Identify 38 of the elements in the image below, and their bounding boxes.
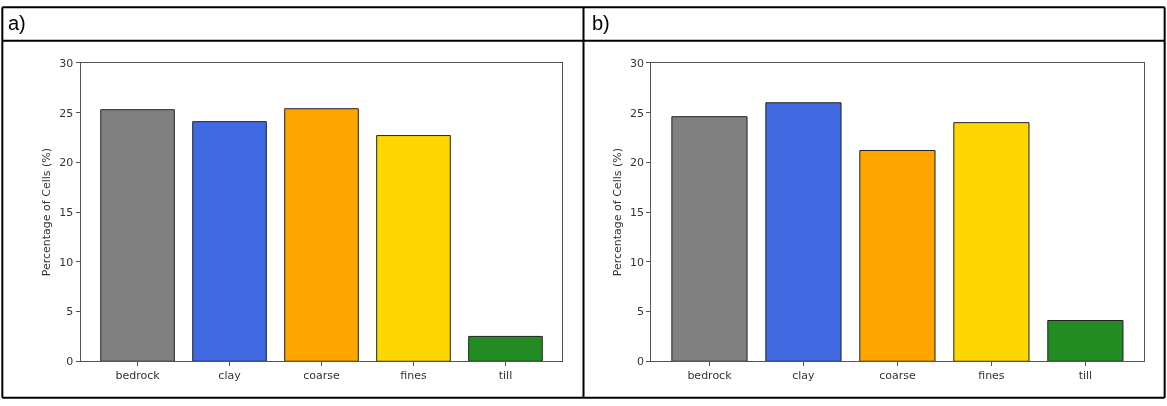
y-tick-label: 5 <box>636 305 644 319</box>
bar <box>953 122 1030 362</box>
y-tick-label: 15 <box>59 205 74 219</box>
chart-title: a) <box>8 12 26 34</box>
y-tick-label: 30 <box>629 56 644 70</box>
x-tick-label: till <box>1078 369 1093 383</box>
chart-title: b) <box>592 12 610 34</box>
y-tick-label: 0 <box>636 355 644 369</box>
y-tick-label: 0 <box>66 355 74 369</box>
bar <box>100 109 175 362</box>
y-tick-label: 20 <box>59 156 74 170</box>
y-tick-label: 30 <box>59 56 74 70</box>
y-tick-label: 5 <box>66 305 74 319</box>
bar <box>192 121 267 362</box>
bar <box>468 335 543 362</box>
y-axis-title: Percentage of Cells (%) <box>39 147 53 277</box>
bar <box>671 116 748 362</box>
bar <box>284 108 359 362</box>
x-tick-label: fines <box>978 369 1005 383</box>
y-tick-label: 15 <box>629 205 644 219</box>
x-tick-label: bedrock <box>687 369 733 383</box>
bar <box>1047 320 1124 362</box>
bar <box>376 135 451 362</box>
x-tick-label: till <box>498 369 513 383</box>
y-tick-label: 25 <box>629 106 644 120</box>
x-tick-label: fines <box>400 369 427 383</box>
y-tick-label: 20 <box>629 156 644 170</box>
y-tick-label: 10 <box>629 255 644 269</box>
x-tick-label: coarse <box>879 369 916 383</box>
x-tick-label: coarse <box>303 369 341 383</box>
y-axis-title: Percentage of Cells (%) <box>610 147 624 277</box>
y-tick-label: 25 <box>59 106 74 120</box>
y-tick-label: 10 <box>59 255 74 269</box>
bar <box>765 102 842 362</box>
x-tick-label: bedrock <box>115 369 161 383</box>
x-tick-label: clay <box>792 369 816 383</box>
bar <box>859 149 936 362</box>
x-tick-label: clay <box>218 369 242 383</box>
